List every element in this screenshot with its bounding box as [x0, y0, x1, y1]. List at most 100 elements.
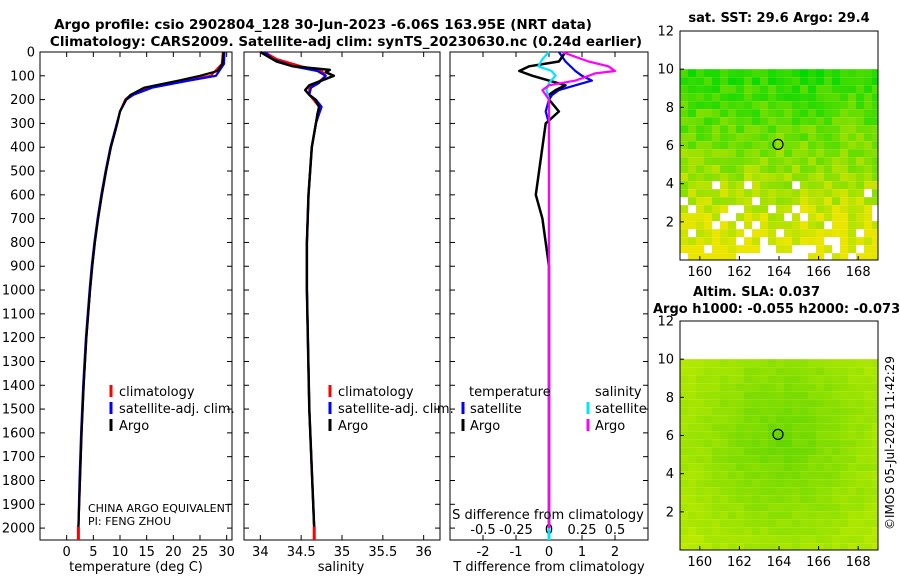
map-cell	[848, 245, 856, 254]
map-cell	[832, 391, 840, 400]
y-tick-label: 6	[666, 429, 674, 444]
map-cell	[704, 101, 712, 110]
map-cell	[840, 383, 848, 392]
map-cell	[784, 237, 792, 246]
map-cell	[680, 511, 688, 520]
map-cell	[736, 543, 744, 550]
map-cell	[784, 213, 792, 222]
map-cell	[768, 455, 776, 464]
map-cell	[784, 543, 792, 550]
map-cell	[744, 455, 752, 464]
map-cell	[784, 125, 792, 134]
map-cell	[800, 77, 808, 86]
map-cell	[856, 391, 864, 400]
map-cell	[840, 229, 848, 238]
map-cell	[736, 133, 744, 142]
map-cell	[864, 471, 872, 480]
map-cell	[680, 487, 688, 496]
map-cell	[736, 197, 744, 206]
map-cell	[792, 133, 800, 142]
map-cell	[688, 197, 696, 206]
map-cell	[864, 221, 872, 230]
map-cell	[872, 221, 878, 230]
map-cell	[768, 165, 776, 174]
map-cell	[784, 197, 792, 206]
map-cell	[864, 173, 872, 182]
map-cell	[848, 439, 856, 448]
map-cell	[752, 463, 760, 472]
map-cell	[816, 519, 824, 528]
map-cell	[720, 455, 728, 464]
x-tick-label: 168	[846, 265, 871, 280]
map-cell	[792, 157, 800, 166]
map-cell	[832, 141, 840, 150]
map-cell	[792, 487, 800, 496]
map-cell	[696, 157, 704, 166]
map-cell	[720, 85, 728, 94]
y-tick-label: 600	[10, 188, 35, 203]
map-cell	[760, 237, 768, 246]
map-cell	[816, 447, 824, 456]
map-cell	[864, 519, 872, 528]
map-cell	[800, 245, 808, 254]
map-cell	[848, 181, 856, 190]
map-cell	[792, 503, 800, 512]
map-cell	[712, 181, 720, 190]
map-cell	[696, 359, 704, 368]
map-cell	[832, 101, 840, 110]
salinity-legend-argo: Argo	[338, 419, 368, 434]
map-cell	[856, 125, 864, 134]
map-cell	[848, 495, 856, 504]
map-cell	[824, 407, 832, 416]
map-cell	[696, 479, 704, 488]
map-cell	[760, 221, 768, 230]
map-cell	[856, 205, 864, 214]
map-cell	[792, 367, 800, 376]
map-cell	[816, 367, 824, 376]
map-cell	[768, 471, 776, 480]
map-cell	[744, 253, 752, 260]
salinity-xlabel: salinity	[318, 560, 365, 575]
map-cell	[864, 415, 872, 424]
map-cell	[760, 205, 768, 214]
map-cell	[776, 133, 784, 142]
map-cell	[704, 85, 712, 94]
map-cell	[752, 487, 760, 496]
map-cell	[816, 141, 824, 150]
map-cell	[792, 535, 800, 544]
map-cell	[848, 141, 856, 150]
map-cell	[704, 173, 712, 182]
s-tick-label: 0.25	[568, 523, 597, 538]
map-cell	[800, 447, 808, 456]
map-cell	[816, 455, 824, 464]
map-cell	[832, 471, 840, 480]
map-cell	[704, 117, 712, 126]
map-cell	[688, 407, 696, 416]
map-cell	[736, 367, 744, 376]
map-cell	[800, 197, 808, 206]
map-cell	[816, 237, 824, 246]
map-cell	[840, 205, 848, 214]
map-cell	[712, 527, 720, 536]
map-cell	[848, 77, 856, 86]
map-cell	[744, 205, 752, 214]
map-cell	[792, 189, 800, 198]
map-cell	[864, 77, 872, 86]
map-cell	[736, 93, 744, 102]
map-cell	[752, 69, 760, 78]
map-cell	[728, 133, 736, 142]
map-cell	[744, 93, 752, 102]
map-cell	[720, 125, 728, 134]
map-cell	[696, 109, 704, 118]
y-tick-label: 4	[666, 177, 674, 192]
map-cell	[744, 447, 752, 456]
map-cell	[816, 543, 824, 550]
map-cell	[784, 519, 792, 528]
map-cell	[864, 367, 872, 376]
salinity-panel: 34 34.5 35 35.5 36	[243, 50, 441, 560]
map-cell	[872, 77, 878, 86]
annotation-line-2: PI: FENG ZHOU	[88, 515, 171, 528]
map-cell	[752, 519, 760, 528]
map-cell	[824, 399, 832, 408]
map-cell	[696, 149, 704, 158]
